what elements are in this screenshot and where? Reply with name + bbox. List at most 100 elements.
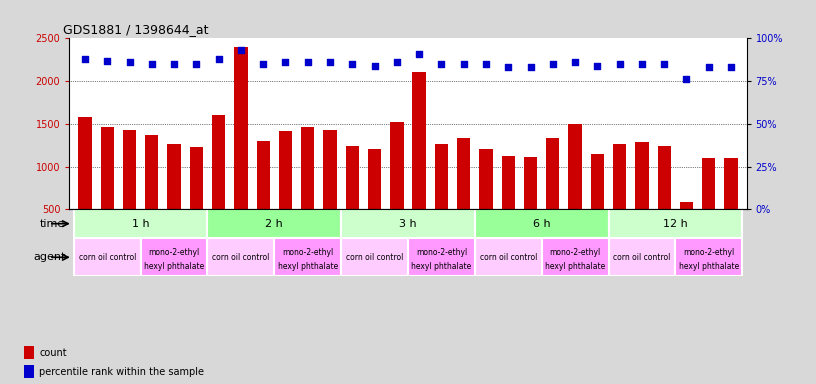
Point bbox=[680, 76, 693, 83]
Text: corn oil control: corn oil control bbox=[480, 253, 537, 262]
Point bbox=[279, 59, 292, 65]
Point bbox=[100, 58, 113, 64]
Bar bbox=[702, 159, 716, 209]
Point bbox=[190, 61, 203, 67]
Point bbox=[390, 59, 403, 65]
Bar bbox=[346, 146, 359, 209]
Text: hexyl phthalate: hexyl phthalate bbox=[545, 262, 605, 271]
Text: mono-2-ethyl: mono-2-ethyl bbox=[416, 248, 467, 257]
Text: count: count bbox=[39, 348, 67, 358]
Point bbox=[636, 61, 649, 67]
Point bbox=[212, 56, 225, 62]
Bar bbox=[680, 202, 693, 209]
Point bbox=[613, 61, 626, 67]
Text: mono-2-ethyl: mono-2-ethyl bbox=[683, 248, 734, 257]
Bar bbox=[635, 142, 649, 209]
Bar bbox=[658, 146, 671, 209]
Bar bbox=[73, 238, 140, 276]
Point bbox=[234, 47, 247, 53]
Text: mono-2-ethyl: mono-2-ethyl bbox=[282, 248, 334, 257]
Text: hexyl phthalate: hexyl phthalate bbox=[679, 262, 739, 271]
Bar bbox=[207, 209, 341, 238]
Bar bbox=[502, 156, 515, 209]
Bar bbox=[569, 124, 582, 209]
Bar bbox=[167, 144, 181, 209]
Bar bbox=[234, 47, 247, 209]
Bar bbox=[479, 149, 493, 209]
Bar bbox=[301, 127, 314, 209]
Bar bbox=[140, 238, 207, 276]
Text: mono-2-ethyl: mono-2-ethyl bbox=[549, 248, 601, 257]
Bar bbox=[613, 144, 627, 209]
Text: GDS1881 / 1398644_at: GDS1881 / 1398644_at bbox=[63, 23, 208, 36]
Point bbox=[546, 61, 559, 67]
Text: hexyl phthalate: hexyl phthalate bbox=[411, 262, 472, 271]
Bar bbox=[24, 346, 34, 359]
Bar bbox=[390, 122, 404, 209]
Point bbox=[257, 61, 270, 67]
Bar bbox=[725, 157, 738, 209]
Text: mono-2-ethyl: mono-2-ethyl bbox=[149, 248, 200, 257]
Point bbox=[457, 61, 470, 67]
Text: percentile rank within the sample: percentile rank within the sample bbox=[39, 367, 204, 377]
Bar bbox=[542, 238, 609, 276]
Bar bbox=[475, 238, 542, 276]
Point bbox=[569, 59, 582, 65]
Bar bbox=[73, 209, 207, 238]
Text: time: time bbox=[40, 218, 65, 229]
Bar bbox=[591, 154, 604, 209]
Point bbox=[703, 65, 716, 71]
Text: 6 h: 6 h bbox=[533, 218, 551, 229]
Bar bbox=[78, 117, 91, 209]
Bar bbox=[676, 238, 743, 276]
Point bbox=[524, 65, 537, 71]
Bar bbox=[368, 149, 381, 209]
Bar bbox=[123, 130, 136, 209]
Bar bbox=[435, 144, 448, 209]
Bar bbox=[457, 137, 470, 209]
Point bbox=[78, 56, 91, 62]
Bar bbox=[323, 130, 337, 209]
Bar bbox=[341, 209, 475, 238]
Point bbox=[145, 61, 158, 67]
Text: 3 h: 3 h bbox=[399, 218, 417, 229]
Point bbox=[658, 61, 671, 67]
Point bbox=[435, 61, 448, 67]
Point bbox=[301, 59, 314, 65]
Text: hexyl phthalate: hexyl phthalate bbox=[277, 262, 338, 271]
Point bbox=[502, 65, 515, 71]
Point bbox=[167, 61, 180, 67]
Point bbox=[346, 61, 359, 67]
Text: agent: agent bbox=[33, 252, 65, 262]
Text: corn oil control: corn oil control bbox=[212, 253, 269, 262]
Point bbox=[368, 63, 381, 69]
Text: 12 h: 12 h bbox=[663, 218, 688, 229]
Bar bbox=[609, 238, 676, 276]
Bar bbox=[256, 141, 270, 209]
Bar bbox=[279, 131, 292, 209]
Bar bbox=[274, 238, 341, 276]
Text: hexyl phthalate: hexyl phthalate bbox=[144, 262, 204, 271]
Text: 1 h: 1 h bbox=[132, 218, 149, 229]
Text: 2 h: 2 h bbox=[265, 218, 283, 229]
Point bbox=[323, 59, 336, 65]
Bar bbox=[475, 209, 609, 238]
Text: corn oil control: corn oil control bbox=[614, 253, 671, 262]
Text: corn oil control: corn oil control bbox=[346, 253, 403, 262]
Point bbox=[123, 59, 136, 65]
Bar bbox=[24, 365, 34, 378]
Point bbox=[480, 61, 493, 67]
Bar bbox=[341, 238, 408, 276]
Bar bbox=[189, 147, 203, 209]
Text: corn oil control: corn oil control bbox=[78, 253, 136, 262]
Bar bbox=[408, 238, 475, 276]
Bar bbox=[207, 238, 274, 276]
Point bbox=[591, 63, 604, 69]
Point bbox=[413, 51, 426, 57]
Bar bbox=[100, 127, 114, 209]
Bar bbox=[609, 209, 743, 238]
Bar bbox=[546, 137, 560, 209]
Point bbox=[725, 65, 738, 71]
Bar bbox=[524, 157, 537, 209]
Bar bbox=[145, 135, 158, 209]
